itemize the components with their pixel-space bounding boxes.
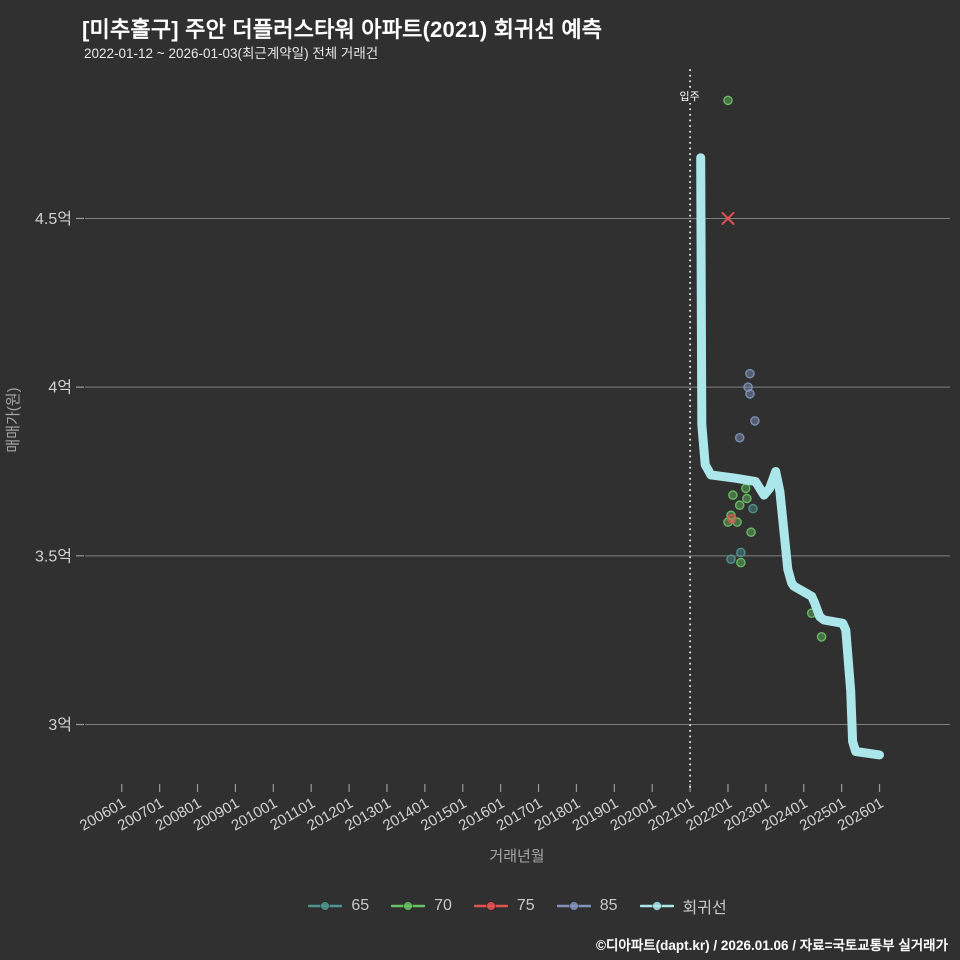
data-point-70 <box>728 490 738 500</box>
y-tick-label: 3.5억 <box>35 547 72 565</box>
legend-item-85[interactable]: 85 <box>556 897 618 915</box>
data-point-65 <box>736 547 746 558</box>
footer-credit: ©디아파트(dapt.kr) / 2026.01.06 / 자료=국토교통부 실… <box>596 938 948 953</box>
move-in-label-group: 입주 <box>674 88 706 103</box>
move-in-label: 입주 <box>679 90 699 103</box>
page-subtitle: 2022-01-12 ~ 2026-01-03(최근계약일) 전체 거래건 <box>84 46 379 61</box>
legend-item-65[interactable]: 65 <box>308 897 369 915</box>
legend-item-label: 85 <box>599 897 618 914</box>
legend-marker-icon <box>556 901 591 911</box>
data-point-70 <box>736 557 746 568</box>
legend-marker-icon <box>639 901 674 911</box>
y-tick-label: 4억 <box>48 379 72 397</box>
legend-item-70[interactable]: 70 <box>391 897 452 915</box>
y-tick-label: 3억 <box>48 716 72 734</box>
move-in-label-bg <box>674 88 706 103</box>
data-point-65 <box>726 554 736 565</box>
x-marker-75 <box>721 211 735 225</box>
regression-polyline <box>696 153 884 760</box>
data-point-70 <box>734 500 745 511</box>
legend-item-label: 70 <box>434 897 452 914</box>
y-tick-label: 4.5억 <box>35 210 72 228</box>
chart-legend: 65 70 75 85 회귀선 <box>85 891 950 921</box>
data-point-70 <box>816 632 827 642</box>
legend-marker-icon <box>308 901 343 911</box>
data-point-65 <box>748 503 758 514</box>
legend-item-label: 65 <box>351 897 370 914</box>
data-point-85 <box>750 416 760 426</box>
scatter-points <box>723 95 827 642</box>
y-axis-title: 매매가(원) <box>5 387 22 452</box>
x-axis-title: 거래년월 <box>489 848 544 865</box>
x-axis-tick-labels: 2006012007012008012009012010012011012012… <box>77 784 887 834</box>
data-point-85 <box>734 432 745 443</box>
legend-item-75[interactable]: 75 <box>473 897 535 915</box>
regression-line <box>696 153 884 760</box>
data-point-75 <box>726 513 737 524</box>
cancelled-deal-x-marker <box>721 211 735 225</box>
page-title: [미추홀구] 주안 더플러스타워 아파트(2021) 회귀선 예측 <box>82 17 603 42</box>
data-point-85 <box>745 389 755 399</box>
legend-marker-icon <box>473 901 508 911</box>
legend-item-label: 회귀선 <box>682 900 727 917</box>
data-point-85 <box>745 368 755 379</box>
y-axis-tick-labels: 3억 3.5억 4억 4.5억 <box>35 210 84 734</box>
legend-item-label: 75 <box>516 897 535 914</box>
legend-marker-icon <box>391 901 426 911</box>
data-point-70 <box>723 95 733 106</box>
y-gridlines <box>85 217 950 726</box>
legend-item-회귀선[interactable]: 회귀선 <box>639 894 727 918</box>
data-point-70 <box>746 527 756 538</box>
data-point-70 <box>742 493 752 504</box>
data-point-70 <box>740 483 751 494</box>
